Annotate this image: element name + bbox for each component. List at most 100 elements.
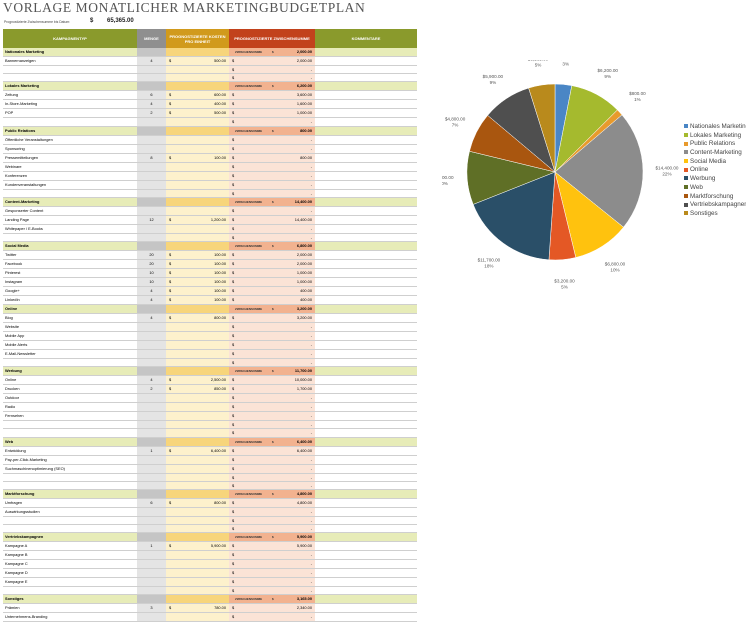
category-quantity-cell[interactable] — [137, 437, 166, 447]
quantity-cell[interactable] — [137, 411, 166, 422]
cost-cell[interactable] — [166, 455, 229, 465]
subtotal-cell[interactable]: $ - — [229, 473, 315, 482]
comment-cell[interactable] — [315, 437, 417, 447]
comment-cell[interactable] — [315, 402, 417, 413]
cost-cell[interactable] — [166, 322, 229, 332]
campaign-name[interactable]: In-Store-Marketing — [3, 99, 137, 110]
quantity-cell[interactable]: 4 — [137, 286, 166, 296]
subtotal-cell[interactable]: $ - — [229, 559, 315, 570]
comment-cell[interactable] — [315, 197, 417, 207]
subtotal-cell[interactable]: $1,000.00 — [229, 268, 315, 278]
quantity-cell[interactable] — [137, 516, 166, 526]
subtotal-cell[interactable]: $1,600.00 — [229, 99, 315, 110]
comment-cell[interactable] — [315, 180, 417, 190]
quantity-cell[interactable] — [137, 65, 166, 75]
category-name[interactable]: Werbung — [3, 366, 137, 377]
category-cost-cell[interactable] — [166, 197, 229, 207]
category-cost-cell[interactable] — [166, 366, 229, 377]
quantity-cell[interactable]: 6 — [137, 90, 166, 101]
subtotal-cell[interactable]: $ - — [229, 180, 315, 190]
subtotal-cell[interactable]: $ - — [229, 402, 315, 413]
quantity-cell[interactable]: 1 — [137, 541, 166, 552]
subtotal-cell[interactable]: $ - — [229, 117, 315, 127]
cost-cell[interactable]: $400.00 — [166, 99, 229, 110]
campaign-name[interactable]: Drucken — [3, 384, 137, 395]
campaign-name[interactable]: Mobile App — [3, 331, 137, 341]
header-quantity[interactable]: MENGE — [137, 29, 166, 48]
comment-cell[interactable] — [315, 446, 417, 456]
subtotal-cell[interactable]: $ - — [229, 464, 315, 474]
subtotal-cell[interactable]: $ - — [229, 73, 315, 83]
subtotal-cell[interactable]: $400.00 — [229, 295, 315, 305]
header-comments[interactable]: KOMMENTARE — [315, 29, 417, 48]
subtotal-cell[interactable]: $ - — [229, 322, 315, 332]
quantity-cell[interactable]: 10 — [137, 277, 166, 287]
campaign-name[interactable] — [3, 73, 137, 83]
cost-cell[interactable] — [166, 428, 229, 438]
cost-cell[interactable]: $100.00 — [166, 277, 229, 287]
category-name[interactable]: Content-Marketing — [3, 197, 137, 207]
subtotal-cell[interactable]: $10,000.00 — [229, 375, 315, 386]
comment-cell[interactable] — [315, 250, 417, 260]
legend-item[interactable]: Online — [684, 166, 746, 175]
comment-cell[interactable] — [315, 277, 417, 287]
comment-cell[interactable] — [315, 171, 417, 181]
comment-cell[interactable] — [315, 349, 417, 359]
cost-cell[interactable]: $800.00 — [166, 313, 229, 323]
category-quantity-cell[interactable] — [137, 532, 166, 543]
category-subtotal-cell[interactable]: ZWISCHENSUMME $4,800.00 — [229, 489, 315, 499]
quantity-cell[interactable]: 20 — [137, 259, 166, 269]
quantity-cell[interactable]: 4 — [137, 375, 166, 386]
campaign-name[interactable]: Kundenveranstaltungen — [3, 180, 137, 190]
campaign-name[interactable]: Konferenzen — [3, 171, 137, 181]
category-quantity-cell[interactable] — [137, 489, 166, 499]
cost-cell[interactable] — [166, 171, 229, 181]
subtotal-cell[interactable]: $3,200.00 — [229, 313, 315, 323]
campaign-name[interactable]: Pinterest — [3, 268, 137, 278]
legend-item[interactable]: Lokales Marketing — [684, 132, 746, 141]
subtotal-cell[interactable]: $3,600.00 — [229, 90, 315, 101]
cost-cell[interactable]: $500.00 — [166, 56, 229, 66]
cost-cell[interactable]: $100.00 — [166, 268, 229, 278]
quantity-cell[interactable] — [137, 135, 166, 145]
comment-cell[interactable] — [315, 340, 417, 350]
cost-cell[interactable] — [166, 144, 229, 154]
campaign-name[interactable] — [3, 420, 137, 430]
comment-cell[interactable] — [315, 322, 417, 332]
comment-cell[interactable] — [315, 507, 417, 517]
cost-cell[interactable]: $100.00 — [166, 259, 229, 269]
comment-cell[interactable] — [315, 313, 417, 323]
comment-cell[interactable] — [315, 481, 417, 490]
campaign-name[interactable]: Unternehmens-Branding — [3, 612, 137, 622]
campaign-name[interactable]: Bannernanzeigen — [3, 56, 137, 66]
cost-cell[interactable] — [166, 358, 229, 368]
campaign-name[interactable]: POP — [3, 108, 137, 119]
subtotal-cell[interactable]: $ - — [229, 507, 315, 517]
campaign-name[interactable] — [3, 428, 137, 438]
comment-cell[interactable] — [315, 568, 417, 579]
comment-cell[interactable] — [315, 464, 417, 474]
quantity-cell[interactable] — [137, 322, 166, 332]
subtotal-cell[interactable]: $400.00 — [229, 286, 315, 296]
cost-cell[interactable] — [166, 393, 229, 404]
quantity-cell[interactable] — [137, 349, 166, 359]
subtotal-cell[interactable]: $ - — [229, 411, 315, 422]
quantity-cell[interactable]: 1 — [137, 446, 166, 456]
comment-cell[interactable] — [315, 48, 417, 57]
comment-cell[interactable] — [315, 420, 417, 430]
comment-cell[interactable] — [315, 153, 417, 163]
comment-cell[interactable] — [315, 498, 417, 508]
comment-cell[interactable] — [315, 224, 417, 234]
comment-cell[interactable] — [315, 295, 417, 305]
category-name[interactable]: Marktforschung — [3, 489, 137, 499]
comment-cell[interactable] — [315, 358, 417, 368]
cost-cell[interactable]: $6,400.00 — [166, 446, 229, 456]
comment-cell[interactable] — [315, 428, 417, 438]
category-subtotal-cell[interactable]: ZWISCHENSUMME $6,800.00 — [229, 241, 315, 251]
campaign-name[interactable]: Whitepaper / E-Books — [3, 224, 137, 234]
comment-cell[interactable] — [315, 541, 417, 552]
comment-cell[interactable] — [315, 304, 417, 314]
legend-item[interactable]: Web — [684, 184, 746, 193]
campaign-name[interactable]: Umfragen — [3, 498, 137, 508]
cost-cell[interactable]: $5,900.00 — [166, 541, 229, 552]
